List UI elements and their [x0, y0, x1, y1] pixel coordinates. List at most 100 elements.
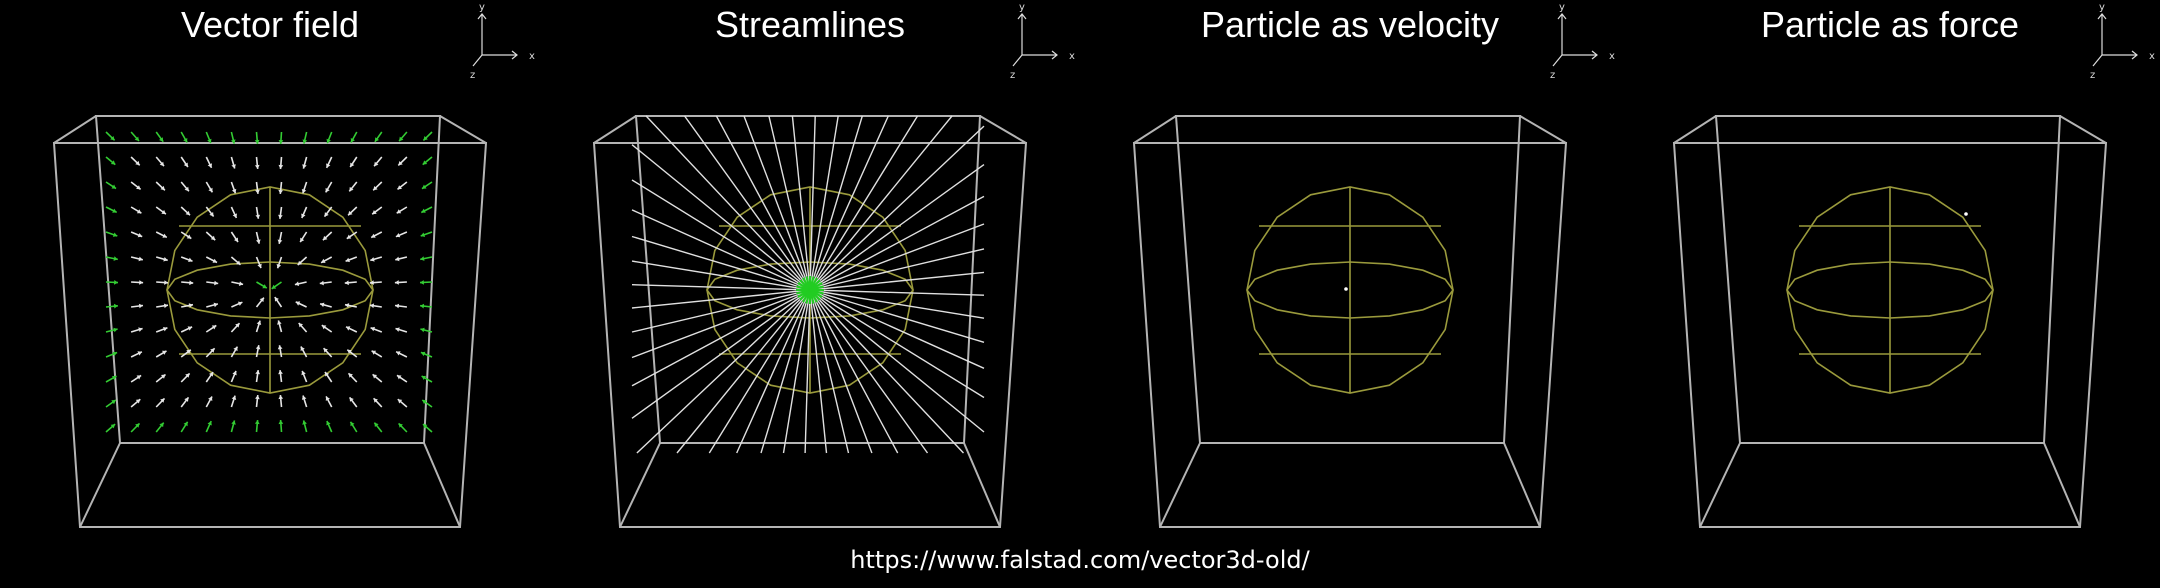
axis-label-y: y: [1559, 2, 1565, 13]
streamline: [809, 289, 828, 454]
field-arrow: [347, 206, 358, 216]
field-arrow: [297, 256, 308, 266]
scene-particle-velocity[interactable]: [1080, 0, 1620, 540]
axes-indicator-icon: y x z: [470, 2, 535, 80]
field-arrow: [373, 397, 383, 408]
field-arrow: [254, 420, 260, 433]
panel-title-streamlines: Streamlines: [714, 4, 906, 45]
field-arrow: [395, 327, 408, 333]
field-arrow: [396, 206, 408, 214]
field-arrow: [205, 131, 212, 144]
field-arrow: [205, 420, 212, 433]
panel-particle-force: Particle as force y x z: [1620, 0, 2160, 540]
field-arrow: [370, 256, 383, 262]
field-arrow: [350, 131, 358, 143]
field-arrow: [230, 156, 236, 169]
field-arrow: [345, 326, 358, 333]
field-arrow: [395, 256, 408, 262]
field-arrow: [105, 423, 116, 433]
field-arrow: [372, 181, 383, 191]
box-edge: [439, 115, 487, 144]
scene-particle-force[interactable]: [1620, 0, 2160, 540]
field-arrow: [180, 326, 193, 333]
streamline: [684, 115, 811, 291]
field-arrow: [322, 231, 333, 241]
field-arrow: [326, 131, 333, 144]
field-arrow: [180, 396, 190, 408]
axis-label-z: z: [1010, 70, 1015, 80]
axis-label-y: y: [1019, 2, 1025, 13]
field-arrow: [298, 322, 308, 333]
field-arrow: [205, 156, 213, 169]
field-arrow: [325, 156, 333, 169]
field-arrow: [255, 369, 260, 383]
field-arrow: [206, 302, 219, 308]
field-arrow: [180, 181, 190, 192]
field-arrow: [105, 206, 118, 214]
box-edge: [1699, 442, 1741, 528]
box-edge: [979, 115, 1027, 144]
field-arrow: [278, 206, 283, 220]
field-arrow: [180, 131, 188, 143]
particle-dot: [1964, 212, 1968, 216]
field-arrow: [105, 131, 116, 141]
streamlines-scene: [592, 115, 1028, 528]
field-arrow: [205, 256, 218, 264]
field-arrow: [255, 345, 261, 358]
field-arrow: [302, 420, 308, 433]
streamline: [631, 260, 811, 291]
field-arrow: [254, 131, 260, 145]
scene-vector-field[interactable]: [0, 0, 540, 540]
field-arrow: [276, 256, 283, 269]
field-arrow: [155, 206, 167, 215]
streamline: [809, 248, 985, 291]
field-arrow: [254, 156, 260, 169]
field-arrow: [105, 256, 118, 261]
field-arrow: [369, 303, 382, 309]
field-arrow: [394, 280, 407, 285]
box-edge: [1503, 442, 1541, 528]
particle-velocity-scene: [1132, 115, 1568, 528]
streamline: [809, 289, 985, 296]
streamline: [636, 289, 811, 454]
streamline: [768, 115, 811, 291]
sphere-equator: [1246, 261, 1454, 319]
field-arrow: [301, 370, 308, 383]
field-arrow: [255, 320, 262, 333]
sphere-equator: [166, 261, 374, 319]
field-arrow: [394, 303, 408, 309]
field-arrow: [230, 131, 236, 144]
field-arrow: [421, 181, 433, 190]
field-arrow: [180, 156, 189, 168]
field-arrow: [230, 206, 238, 219]
field-arrow: [230, 395, 237, 408]
streamline: [809, 115, 863, 291]
streamline: [809, 115, 953, 291]
streamline: [809, 289, 850, 454]
field-arrow: [155, 131, 164, 143]
box-edge: [963, 442, 1001, 528]
field-arrow: [373, 422, 383, 433]
field-arrow: [205, 181, 214, 193]
box-edge: [619, 442, 661, 528]
field-arrow: [180, 256, 193, 262]
field-arrow: [278, 419, 284, 433]
field-arrow: [230, 231, 239, 243]
scene-streamlines[interactable]: [540, 0, 1080, 540]
source-url-link[interactable]: https://www.falstad.com/vector3d-old/: [850, 546, 1310, 574]
axis-label-z: z: [2090, 70, 2095, 80]
field-arrow: [130, 181, 142, 191]
field-arrow: [231, 281, 244, 286]
field-arrow: [130, 256, 143, 262]
field-arrow: [346, 349, 358, 358]
field-arrow: [180, 421, 189, 433]
field-arrow: [105, 181, 117, 190]
field-arrow: [155, 181, 166, 191]
streamline: [809, 125, 985, 291]
streamline: [809, 289, 965, 454]
field-arrow: [348, 396, 358, 408]
field-arrow: [372, 373, 383, 383]
field-arrow: [421, 375, 433, 383]
vector-field-scene: [52, 115, 488, 528]
field-arrow: [300, 346, 308, 358]
